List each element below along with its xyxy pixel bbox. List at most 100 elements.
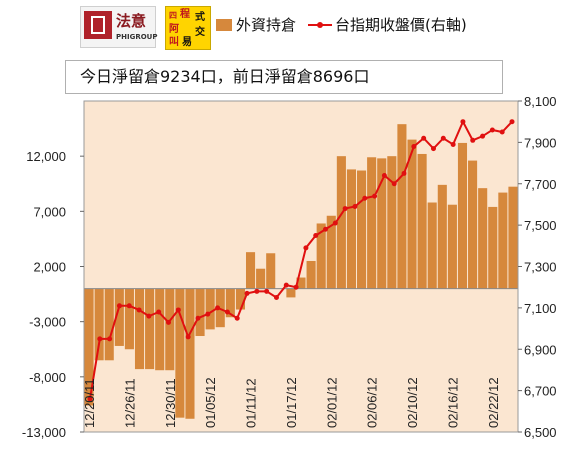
x-tick-label: 01/17/12 [284, 377, 299, 428]
x-tick-label: 01/11/12 [244, 378, 259, 428]
price-point [489, 127, 495, 133]
y-right-tick-label: 6,500 [524, 425, 557, 440]
bar [215, 288, 225, 328]
y-right-tick-label: 7,100 [524, 301, 557, 316]
partner-logo-char: 交 [195, 27, 205, 38]
price-point [244, 290, 250, 296]
bar [124, 288, 134, 350]
price-point [215, 305, 221, 311]
bar [346, 169, 357, 289]
bar [266, 253, 276, 289]
price-point [126, 303, 132, 309]
x-tick-label: 12/26/11 [122, 378, 137, 428]
bar [457, 142, 468, 289]
partner-logo-char: 程 [180, 9, 190, 20]
price-point [509, 119, 515, 125]
x-tick-label: 02/16/12 [445, 377, 460, 428]
bar [225, 288, 235, 318]
legend: 外資持倉 台指期收盤價(右軸) [216, 14, 467, 40]
price-point [97, 336, 103, 342]
x-tick-label: 02/22/12 [486, 377, 501, 428]
y-left-tick-label: 7,000 [33, 204, 66, 219]
partner-logo: 四 程 式 阿 交 叫 易 [165, 6, 211, 50]
y-right-tick-label: 6,700 [524, 384, 557, 399]
bar [417, 153, 427, 289]
bar [498, 192, 508, 289]
y-left-tick-label: 2,000 [33, 260, 66, 275]
price-point [372, 193, 378, 199]
philgroup-logo: 法意 PHIGROUP [80, 6, 158, 48]
price-point [411, 144, 417, 150]
price-point [273, 295, 279, 301]
philgroup-logo-name: 法意 [116, 12, 147, 30]
bar [296, 277, 306, 289]
bar [326, 215, 336, 289]
price-point [430, 146, 436, 152]
price-point [352, 204, 358, 210]
price-point [332, 220, 338, 226]
price-point [283, 282, 289, 288]
price-point [116, 303, 122, 309]
bar [397, 124, 407, 289]
partner-logo-char: 叫 [169, 37, 179, 48]
bar [245, 252, 256, 289]
bar [94, 288, 104, 361]
legend-line-marker [308, 22, 333, 28]
bar [357, 170, 367, 289]
bar [427, 202, 437, 289]
price-point [323, 226, 329, 232]
partner-logo-char: 四 [169, 11, 177, 20]
y-right-tick-label: 8,100 [524, 94, 557, 109]
y-right-tick-label: 7,900 [524, 135, 557, 150]
price-point [264, 288, 270, 294]
price-point [156, 309, 162, 315]
y-left-tick-label: 12,000 [26, 149, 66, 164]
bar [488, 206, 498, 289]
y-left-tick-label: -3,000 [29, 315, 66, 330]
price-point [205, 311, 211, 317]
price-point [470, 137, 476, 143]
bar [306, 260, 316, 289]
x-tick-label: 01/05/12 [203, 377, 218, 428]
position-summary: 今日淨留倉9234口，前日淨留倉8696口 [65, 60, 503, 94]
price-point [450, 141, 456, 147]
bar [256, 268, 266, 289]
bar [447, 204, 457, 289]
price-point [391, 181, 397, 187]
y-right-tick-label: 7,500 [524, 218, 557, 233]
price-point [107, 336, 113, 342]
bar [235, 288, 245, 310]
bar [387, 156, 397, 289]
price-point [146, 313, 152, 319]
bar [367, 157, 377, 289]
price-point [362, 195, 368, 201]
price-point [224, 309, 230, 315]
price-point [401, 170, 407, 176]
bar [437, 184, 447, 289]
bar [145, 288, 155, 370]
price-point [195, 315, 201, 321]
price-point [293, 284, 299, 290]
bar [478, 188, 488, 289]
bar [407, 139, 417, 289]
price-point [480, 133, 486, 139]
bar [286, 288, 296, 298]
price-point [175, 307, 181, 313]
price-point [87, 396, 93, 402]
price-point [136, 307, 142, 313]
bar [508, 186, 518, 289]
bar [84, 288, 94, 406]
price-point [166, 319, 172, 325]
legend-bar-swatch [216, 19, 232, 31]
price-point [381, 172, 387, 178]
bar [114, 288, 124, 346]
price-point [460, 119, 466, 125]
bar [185, 288, 195, 419]
price-point [421, 135, 427, 141]
price-point [440, 135, 446, 141]
price-point [234, 315, 240, 321]
philgroup-logo-mark [84, 11, 112, 39]
y-right-tick-label: 6,900 [524, 342, 557, 357]
price-point [303, 245, 309, 251]
